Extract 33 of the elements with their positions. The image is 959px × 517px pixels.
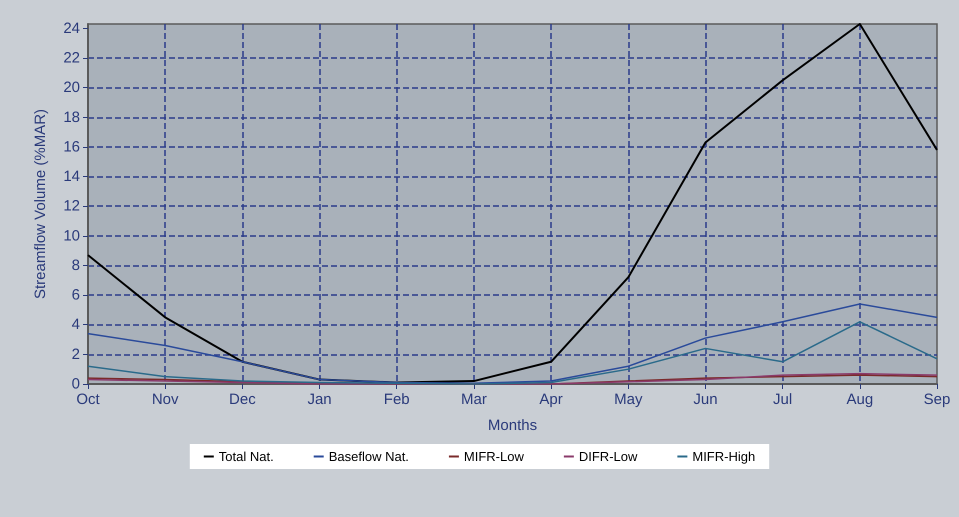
y-tick-label: 20: [63, 79, 80, 96]
x-axis-title: Months: [488, 417, 538, 434]
y-axis-title: Streamflow Volume (%MAR): [32, 108, 49, 300]
x-tick-label: Nov: [152, 391, 180, 408]
y-tick-label: 22: [63, 50, 80, 67]
legend-label: Total Nat.: [218, 449, 274, 464]
legend-label: DIFR-Low: [578, 449, 638, 464]
y-tick-label: 6: [72, 286, 80, 304]
legend-label: MIFR-Low: [464, 449, 524, 464]
x-tick-label: Dec: [229, 391, 256, 408]
x-tick-label: Jul: [773, 391, 792, 408]
x-tick-label: Jun: [693, 391, 718, 408]
x-tick-label: Sep: [924, 391, 950, 408]
y-tick-label: 4: [72, 316, 80, 334]
y-tick-label: 12: [63, 198, 80, 215]
y-tick-label: 10: [63, 227, 80, 244]
x-tick-label: Oct: [76, 391, 100, 408]
x-tick-label: Aug: [846, 391, 874, 408]
x-tick-label: May: [614, 391, 643, 408]
y-tick-label: 8: [72, 256, 80, 274]
y-tick-label: 16: [63, 138, 80, 156]
y-tick-label: 14: [63, 168, 80, 186]
line-series: [87, 23, 938, 384]
legend-label: MIFR-High: [692, 449, 756, 464]
y-tick-label: 24: [63, 20, 80, 37]
legend-label: Baseflow Nat.: [328, 449, 409, 464]
y-tick-label: 0: [72, 376, 80, 392]
y-tick-label: 18: [63, 108, 80, 126]
x-tick-label: Jan: [307, 391, 332, 408]
y-tick-label: 2: [72, 346, 80, 363]
x-tick-label: Mar: [460, 391, 487, 408]
x-tick-label: Apr: [539, 391, 563, 408]
x-tick-label: Feb: [384, 391, 410, 408]
